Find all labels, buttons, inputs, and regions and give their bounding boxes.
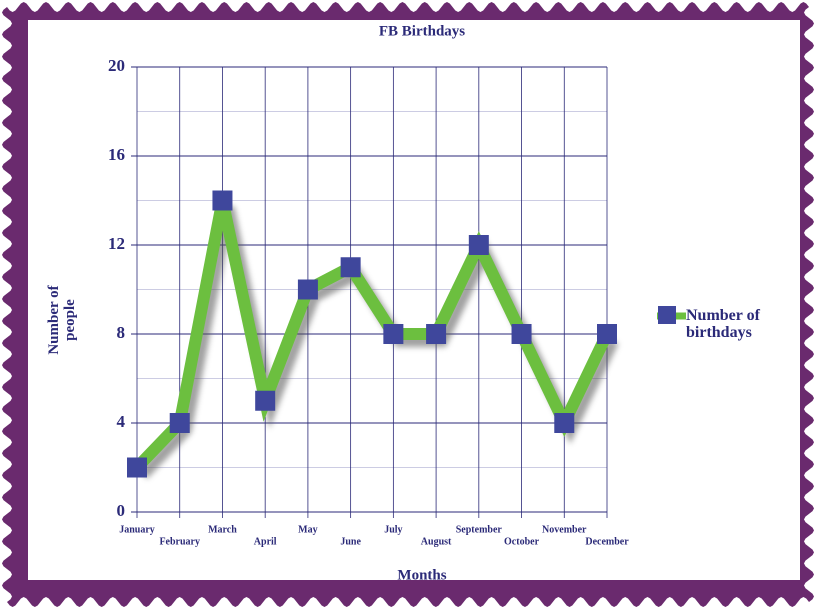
marker bbox=[426, 324, 447, 344]
legend-marker bbox=[658, 306, 676, 324]
x-tick-label: October bbox=[504, 536, 540, 547]
y-axis-label: Number of people bbox=[46, 285, 78, 355]
chart-title: FB Birthdays bbox=[379, 23, 465, 39]
x-tick-label: February bbox=[159, 536, 200, 547]
y-tick-label: 12 bbox=[108, 234, 125, 253]
canvas bbox=[28, 20, 800, 580]
marker bbox=[554, 413, 575, 433]
x-tick-label: November bbox=[542, 524, 587, 535]
x-tick-label: May bbox=[298, 524, 317, 535]
series-line bbox=[132, 199, 613, 472]
marker bbox=[297, 279, 318, 300]
marker bbox=[597, 324, 617, 344]
x-tick-label: April bbox=[254, 536, 277, 547]
marker bbox=[340, 257, 361, 278]
y-tick-label: 16 bbox=[108, 145, 125, 164]
marker bbox=[255, 390, 276, 411]
marker bbox=[468, 235, 489, 255]
marker bbox=[383, 324, 404, 344]
x-tick-label: September bbox=[456, 524, 503, 535]
marker bbox=[127, 457, 147, 478]
x-tick-label: July bbox=[384, 524, 402, 535]
x-tick-label: August bbox=[421, 536, 452, 547]
y-tick-label: 20 bbox=[108, 56, 125, 75]
x-axis-label: Months bbox=[397, 567, 446, 583]
marker bbox=[212, 190, 233, 211]
legend-label: Number of birthdays bbox=[686, 307, 760, 341]
x-tick-label: January bbox=[119, 524, 155, 535]
x-tick-label: March bbox=[208, 524, 237, 535]
marker bbox=[511, 324, 532, 344]
y-tick-label: 8 bbox=[117, 323, 126, 342]
marker bbox=[169, 413, 190, 433]
y-tick-label: 4 bbox=[117, 412, 126, 431]
y-tick-label: 0 bbox=[117, 501, 126, 520]
x-tick-label: December bbox=[585, 536, 629, 547]
x-tick-label: June bbox=[340, 536, 361, 547]
